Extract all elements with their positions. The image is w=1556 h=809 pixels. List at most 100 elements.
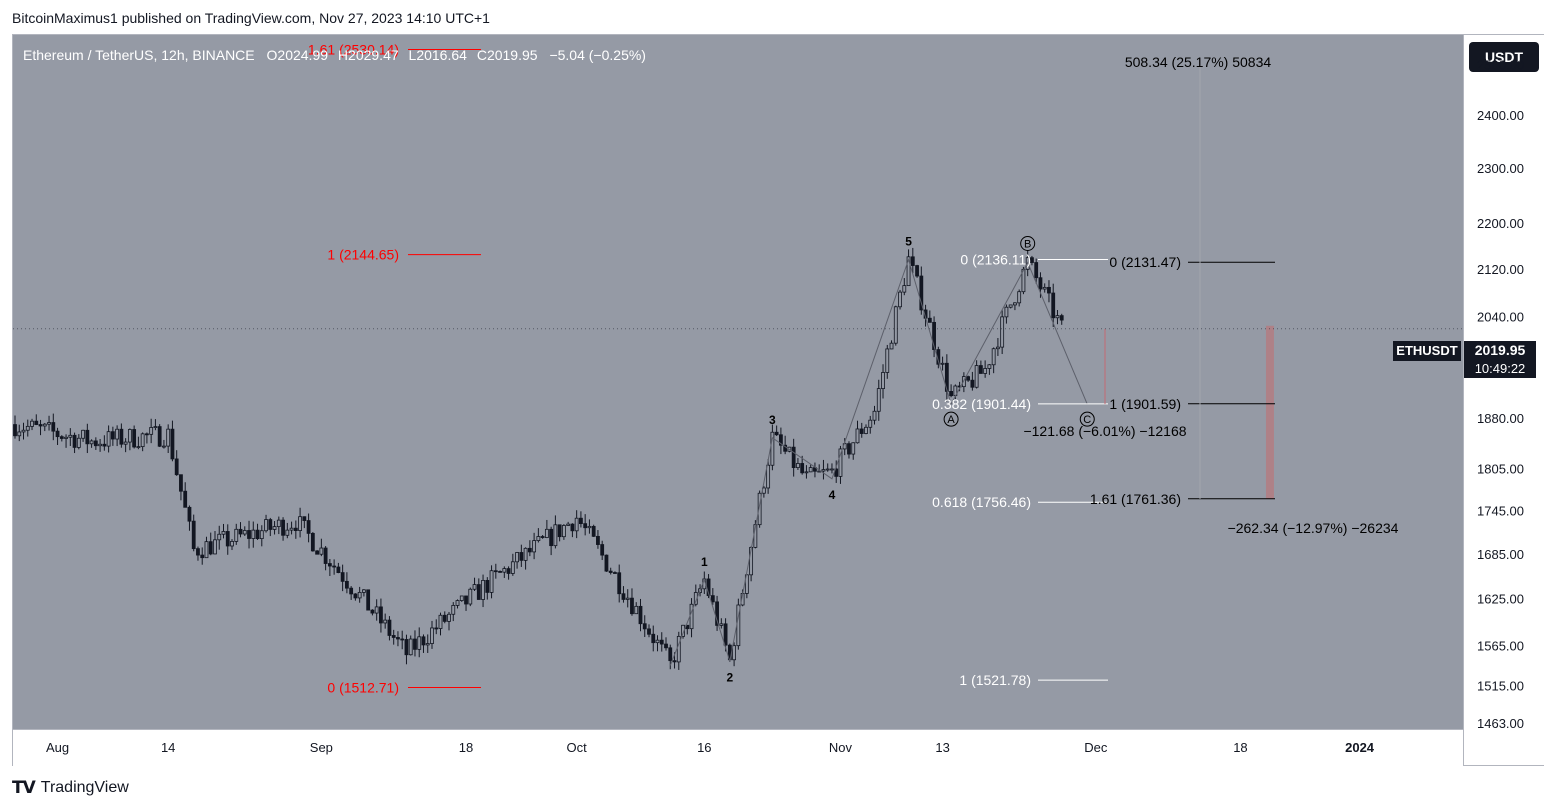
candle — [523, 547, 528, 570]
candle — [838, 445, 843, 484]
candle-body — [659, 639, 664, 645]
candle-body — [179, 474, 183, 492]
price-tick-label: 1463.00 — [1477, 716, 1524, 731]
candle — [319, 538, 324, 557]
candle — [630, 588, 634, 616]
candle-body — [549, 528, 554, 547]
price-tick-label: 1625.00 — [1477, 592, 1524, 607]
candle — [310, 532, 315, 552]
candle — [1034, 258, 1039, 284]
candle-body — [668, 647, 673, 662]
candle — [17, 424, 22, 442]
candle — [655, 635, 660, 652]
candle-body — [68, 434, 73, 438]
candle-body — [906, 256, 911, 287]
candle-body — [208, 541, 213, 555]
tradingview-logo-icon: 𝗧𝗩 — [12, 778, 36, 797]
candle — [604, 554, 609, 572]
elliott-wave-path — [669, 257, 1088, 666]
candle-body — [634, 605, 639, 615]
low-value: 2016.64 — [416, 47, 467, 63]
candle-body — [391, 635, 396, 638]
candle — [268, 517, 273, 537]
candle-body — [55, 430, 60, 438]
candle — [804, 465, 809, 479]
candle-body — [81, 429, 85, 439]
candle — [247, 520, 251, 549]
candle — [825, 463, 830, 472]
candle-body — [949, 390, 953, 397]
candle-body — [579, 517, 583, 525]
candle-body — [38, 424, 43, 427]
candle-body — [362, 589, 366, 593]
candlestick-chart: 1 2 3 4 5 A B C 1.61 (2530.14) 1 (2144.65) 0 (1512… — [13, 42, 1463, 696]
candle — [127, 428, 132, 451]
candle-body — [893, 306, 898, 344]
time-axis[interactable]: Aug 14 Sep 18 Oct 16 Nov 13 Dec 18 2024 — [13, 729, 1463, 766]
candle — [374, 599, 379, 621]
candle-body — [217, 533, 222, 541]
candle-body — [264, 519, 268, 532]
candle-body — [196, 548, 200, 556]
candle-body — [272, 526, 277, 530]
candle-body — [647, 628, 651, 635]
candle-body — [821, 469, 826, 472]
candle — [732, 642, 736, 667]
currency-button[interactable]: USDT — [1469, 42, 1539, 72]
candle — [906, 249, 911, 287]
candle — [336, 562, 341, 574]
candle-body — [868, 419, 873, 428]
candle — [915, 264, 919, 278]
candle-body — [519, 552, 524, 561]
candle-body — [1059, 315, 1064, 321]
candle-body — [596, 535, 600, 545]
candle-body — [127, 429, 132, 443]
candle-body — [898, 291, 902, 308]
candle-body — [230, 541, 234, 547]
candle-body — [476, 584, 481, 600]
candle-body — [430, 627, 434, 644]
candle — [332, 559, 337, 575]
candle-body — [187, 506, 192, 522]
open-label: O — [266, 47, 278, 63]
plot-area[interactable]: 1 2 3 4 5 A B C 1.61 (2530.14) 1 (2144.65) 0 (1512… — [13, 35, 1463, 729]
candle — [510, 553, 515, 576]
candle — [651, 625, 656, 652]
candle — [791, 438, 796, 477]
candle-body — [247, 530, 251, 539]
candle — [723, 618, 728, 652]
candle-body — [21, 429, 26, 433]
candle — [119, 423, 124, 448]
candle-body — [387, 619, 392, 636]
candle — [910, 247, 915, 274]
candle — [213, 531, 217, 555]
change-value: −5.04 (−0.25%) — [549, 47, 646, 63]
price-axis[interactable]: USDT 2500.00 2400.00 2300.00 2200.00 2120.00… — [1463, 35, 1544, 765]
candle — [421, 634, 426, 653]
candle — [851, 442, 856, 460]
fib-level-label: 1 (1901.59) — [1109, 396, 1181, 412]
candle-body — [834, 468, 839, 477]
candle — [438, 612, 443, 636]
candle — [949, 384, 953, 398]
candle — [408, 635, 413, 656]
candle-body — [796, 463, 800, 468]
candle — [404, 634, 409, 665]
candle-body — [281, 519, 285, 536]
candle — [519, 544, 524, 567]
candle — [72, 432, 77, 454]
candle — [625, 589, 630, 608]
candle — [110, 426, 115, 446]
candle — [583, 514, 588, 536]
time-tick-label: Oct — [567, 740, 588, 755]
candle — [515, 551, 519, 569]
candle — [370, 609, 375, 616]
candle — [974, 360, 979, 389]
candle — [830, 463, 834, 474]
candle-body — [51, 422, 56, 432]
candle — [281, 517, 285, 541]
candle — [464, 595, 468, 611]
candle-body — [536, 536, 541, 542]
candle-body — [98, 443, 102, 447]
candle — [796, 458, 800, 470]
